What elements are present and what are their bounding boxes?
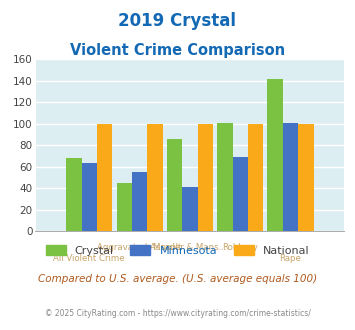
Text: 2019 Crystal: 2019 Crystal — [119, 12, 236, 30]
Bar — [283, 123, 298, 231]
Bar — [116, 183, 132, 231]
Text: Compared to U.S. average. (U.S. average equals 100): Compared to U.S. average. (U.S. average … — [38, 274, 317, 284]
Bar — [97, 124, 113, 231]
Bar — [132, 172, 147, 231]
Legend: Crystal, Minnesota, National: Crystal, Minnesota, National — [42, 241, 313, 261]
Bar — [82, 163, 97, 231]
Bar — [267, 79, 283, 231]
Text: All Violent Crime: All Violent Crime — [54, 253, 125, 263]
Bar — [66, 158, 82, 231]
Bar — [182, 187, 198, 231]
Bar — [198, 124, 213, 231]
Text: Aggravated Assault: Aggravated Assault — [97, 243, 182, 252]
Text: Murder & Mans...: Murder & Mans... — [153, 243, 227, 252]
Text: Robbery: Robbery — [222, 243, 258, 252]
Text: Rape: Rape — [280, 253, 301, 263]
Bar — [217, 123, 233, 231]
Bar — [233, 157, 248, 231]
Bar — [248, 124, 263, 231]
Text: Violent Crime Comparison: Violent Crime Comparison — [70, 43, 285, 58]
Bar — [298, 124, 313, 231]
Text: © 2025 CityRating.com - https://www.cityrating.com/crime-statistics/: © 2025 CityRating.com - https://www.city… — [45, 309, 310, 318]
Bar — [147, 124, 163, 231]
Bar — [167, 139, 182, 231]
